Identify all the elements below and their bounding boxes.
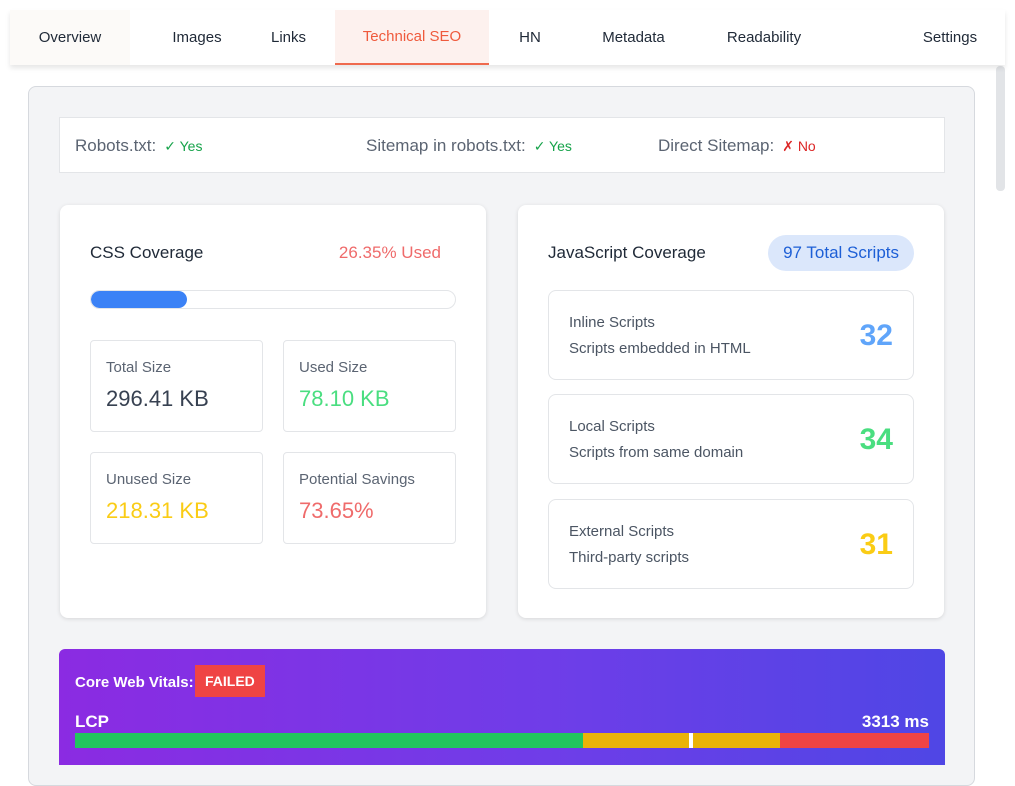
lcp-threshold-segment	[779, 733, 929, 748]
robots-txt-label: Robots.txt:	[75, 136, 157, 155]
stat-value: 78.10 KB	[299, 386, 390, 411]
inline-scripts-box: Inline Scripts Scripts embedded in HTML …	[548, 290, 914, 380]
tab-links[interactable]: Links	[250, 10, 327, 65]
tab-overview[interactable]: Overview	[10, 10, 130, 65]
tab-technical-seo[interactable]: Technical SEO	[335, 10, 489, 65]
css-coverage-title: CSS Coverage	[90, 243, 204, 262]
tab-settings[interactable]: Settings	[910, 10, 990, 65]
core-web-vitals-panel: Core Web Vitals: FAILED LCP 3313 ms	[59, 649, 945, 765]
sitemap-in-robots-value: ✓ Yes	[533, 137, 572, 154]
stat-value: 218.31 KB	[106, 498, 209, 523]
sitemap-in-robots-status: Sitemap in robots.txt: ✓ Yes	[366, 136, 572, 156]
css-coverage-progress-fill	[91, 291, 187, 308]
potential-savings-stat: Potential Savings 73.65%	[283, 452, 456, 544]
tab-hn[interactable]: HN	[500, 10, 560, 65]
tab-label: Readability	[726, 29, 802, 46]
js-coverage-card: JavaScript Coverage 97 Total Scripts Inl…	[518, 205, 944, 618]
script-count: 34	[859, 423, 893, 456]
unused-size-stat: Unused Size 218.31 KB	[90, 452, 263, 544]
css-used-percent: 26.35% Used	[338, 243, 441, 262]
script-type-desc: Scripts from same domain	[569, 444, 744, 461]
tab-label: Images	[172, 29, 222, 46]
tab-metadata[interactable]: Metadata	[585, 10, 682, 65]
script-type-name: External Scripts	[569, 523, 675, 540]
total-size-stat: Total Size 296.41 KB	[90, 340, 263, 432]
tab-label: Settings	[922, 29, 978, 46]
script-type-name: Local Scripts	[569, 418, 655, 435]
stat-label: Potential Savings	[299, 471, 415, 488]
stat-value: 73.65%	[299, 498, 374, 523]
script-type-name: Inline Scripts	[569, 314, 655, 331]
css-coverage-progress-bar	[90, 290, 456, 309]
robots-txt-status: Robots.txt: ✓ Yes	[75, 136, 202, 156]
script-count: 31	[859, 528, 893, 561]
core-web-vitals-label: Core Web Vitals:	[75, 674, 194, 691]
local-scripts-box: Local Scripts Scripts from same domain 3…	[548, 394, 914, 484]
script-type-desc: Scripts embedded in HTML	[569, 340, 751, 357]
external-scripts-box: External Scripts Third-party scripts 31	[548, 499, 914, 589]
tab-label: Technical SEO	[362, 28, 462, 45]
lcp-value-marker	[688, 733, 693, 748]
script-type-desc: Third-party scripts	[569, 549, 690, 566]
scrollbar-thumb[interactable]	[996, 66, 1005, 191]
lcp-threshold-segment	[583, 733, 780, 748]
js-coverage-title: JavaScript Coverage	[548, 243, 706, 262]
used-size-stat: Used Size 78.10 KB	[283, 340, 456, 432]
stat-value: 296.41 KB	[106, 386, 209, 411]
core-web-vitals-status-badge: FAILED	[195, 665, 265, 697]
robots-txt-value: ✓ Yes	[164, 137, 203, 154]
tab-bar: Overview Images Links Technical SEO HN M…	[10, 10, 1005, 65]
lcp-threshold-segment	[75, 733, 584, 748]
robots-status-bar: Robots.txt: ✓ Yes Sitemap in robots.txt:…	[59, 117, 945, 173]
stat-label: Total Size	[106, 359, 172, 376]
direct-sitemap-value: ✗ No	[782, 137, 816, 154]
lcp-metric-value: 3313 ms	[861, 712, 929, 731]
total-scripts-badge: 97 Total Scripts	[768, 235, 914, 271]
stat-label: Unused Size	[106, 471, 192, 488]
css-coverage-card: CSS Coverage 26.35% Used Total Size 296.…	[60, 205, 486, 618]
tab-label: Links	[270, 29, 307, 46]
direct-sitemap-label: Direct Sitemap:	[658, 136, 775, 155]
sitemap-in-robots-label: Sitemap in robots.txt:	[366, 136, 526, 155]
script-count: 32	[859, 319, 893, 352]
lcp-metric-label: LCP	[75, 712, 109, 731]
lcp-threshold-bar	[75, 733, 929, 748]
tab-label: HN	[519, 29, 541, 46]
direct-sitemap-status: Direct Sitemap: ✗ No	[658, 136, 816, 156]
tab-images[interactable]: Images	[147, 10, 247, 65]
tab-label: Overview	[38, 29, 102, 46]
tab-label: Metadata	[602, 29, 665, 46]
stat-label: Used Size	[299, 359, 368, 376]
tab-readability[interactable]: Readability	[710, 10, 818, 65]
